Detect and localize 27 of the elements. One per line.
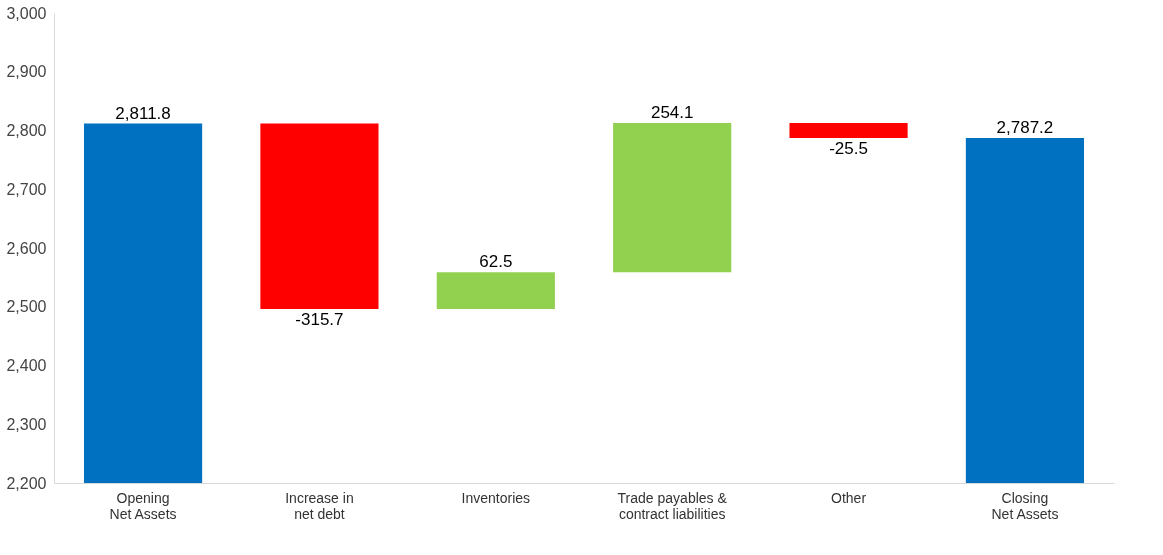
data-label: -25.5 [829,139,868,159]
data-label: 254.1 [650,103,694,123]
bar [260,123,379,310]
bar [965,138,1085,483]
data-label: -315.7 [295,310,344,330]
bar [83,123,203,483]
y-tick-label: 2,300 [6,415,47,433]
x-tick-label: Increase in net debt [285,489,354,522]
bar [436,272,555,310]
data-label: 62.5 [479,252,513,272]
x-tick-label: Closing Net Assets [991,489,1059,522]
x-tick-label: Other [831,489,867,506]
data-label: 2,811.8 [115,103,171,123]
y-tick-label: 2,200 [6,474,47,492]
x-tick-label: Inventories [461,489,531,506]
y-tick-label: 3,000 [6,4,47,22]
y-tick-label: 2,700 [6,180,47,198]
y-tick-label: 2,600 [6,239,47,257]
y-tick-label: 2,400 [6,357,47,374]
y-tick-label: 2,500 [6,298,47,316]
y-tick-label: 2,800 [6,122,47,139]
data-label: 2,787.2 [996,118,1054,138]
bar [789,123,908,139]
x-tick-label: Opening Net Assets [109,489,177,522]
bar [613,123,732,273]
y-tick-label: 2,900 [6,63,47,81]
x-tick-label: Trade payables & contract liabilities [617,489,728,522]
